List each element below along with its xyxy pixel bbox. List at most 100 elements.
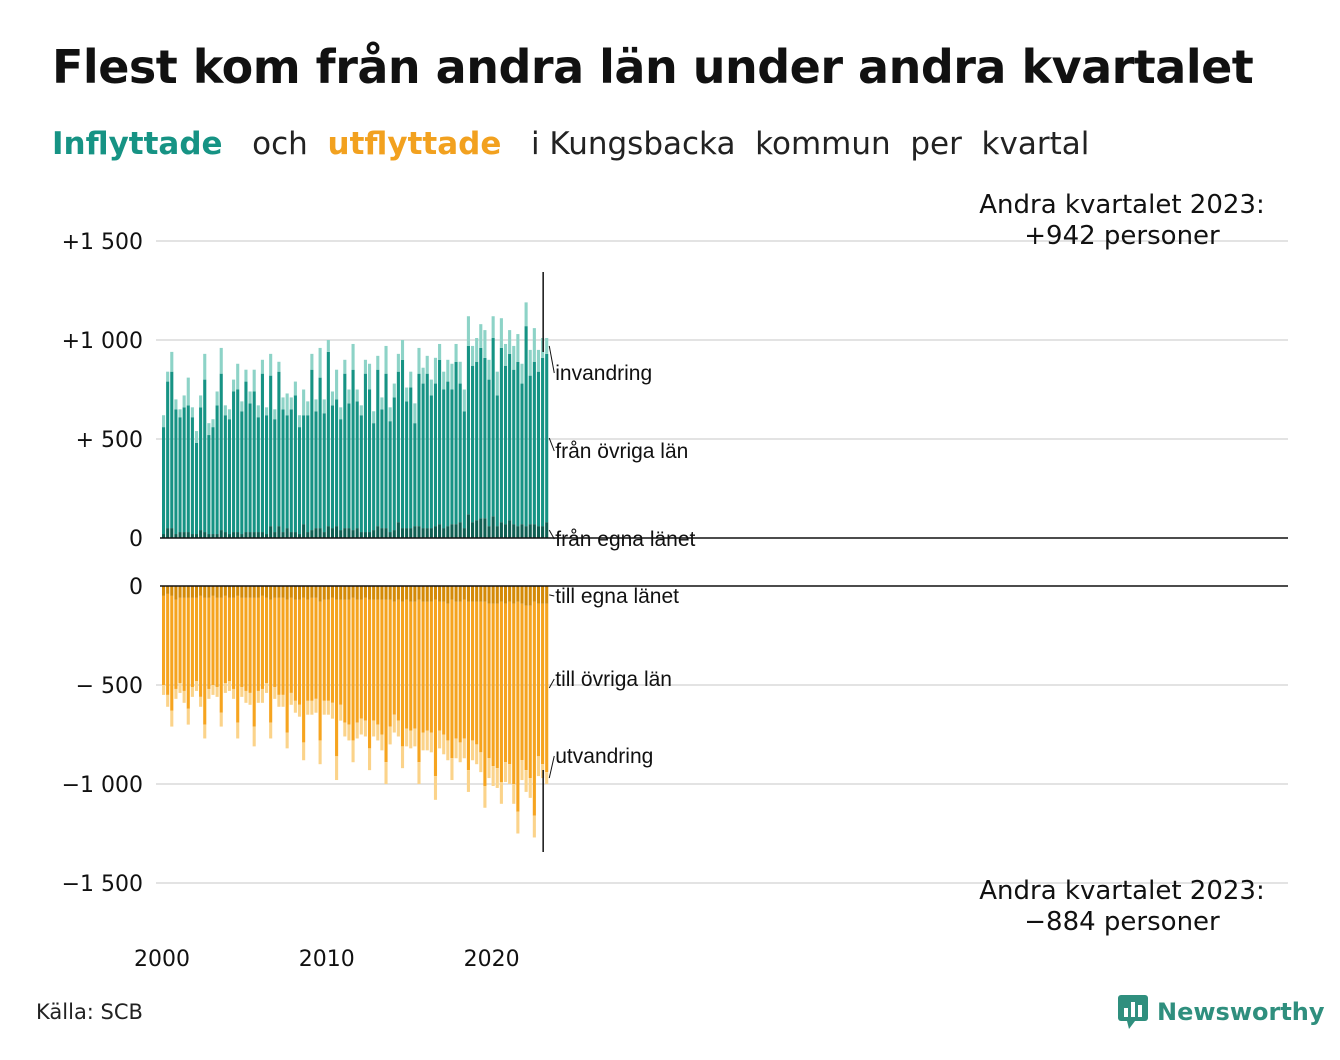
bar-out-utvandring xyxy=(471,740,475,761)
bar-out-ovriga xyxy=(322,599,326,701)
bar-in-egna xyxy=(297,534,302,538)
bar-out-egna xyxy=(240,586,244,598)
bar-in-ovriga xyxy=(302,415,306,525)
bar-in-ovriga xyxy=(392,397,396,531)
bar-in-egna xyxy=(223,532,227,538)
bar-in-ovriga xyxy=(545,353,549,523)
bar-out-ovriga xyxy=(335,599,339,757)
bar-in-egna xyxy=(384,528,388,538)
bar-in-egna xyxy=(248,532,252,538)
bar-in-egna xyxy=(466,514,470,538)
bar-out-egna xyxy=(178,586,182,598)
bar-out-egna xyxy=(219,586,223,598)
bar-in-invandring xyxy=(359,405,363,416)
bar-in-invandring xyxy=(495,371,499,396)
bar-in-ovriga xyxy=(343,373,347,529)
bar-out-egna xyxy=(368,586,372,600)
bar-in-ovriga xyxy=(186,405,190,533)
bar-out-ovriga xyxy=(487,603,491,759)
bar-out-egna xyxy=(285,586,289,600)
bar-out-utvandring xyxy=(359,718,363,735)
bar-in-invandring xyxy=(479,324,483,348)
bar-in-egna xyxy=(479,518,483,538)
bar-in-invandring xyxy=(532,328,536,362)
bar-out-utvandring xyxy=(318,740,322,765)
bar-out-utvandring xyxy=(405,728,409,747)
bar-in-ovriga xyxy=(215,405,219,535)
bar-in-invandring xyxy=(458,361,462,384)
bar-out-egna xyxy=(532,586,536,602)
bar-out-utvandring xyxy=(293,700,297,713)
bar-out-ovriga xyxy=(466,601,470,771)
bar-out-egna xyxy=(380,586,384,600)
bar-in-egna xyxy=(495,526,499,538)
bar-out-egna xyxy=(256,586,260,598)
bar-out-utvandring xyxy=(512,784,516,804)
bar-out-ovriga xyxy=(512,603,516,784)
bar-in-egna xyxy=(302,524,306,538)
bar-in-egna xyxy=(524,526,528,538)
bar-in-egna xyxy=(240,534,244,538)
bar-out-ovriga xyxy=(413,601,417,729)
bar-out-egna xyxy=(289,586,293,598)
bar-in-egna xyxy=(396,522,400,538)
bar-out-utvandring xyxy=(207,688,211,699)
bar-in-ovriga xyxy=(203,379,207,533)
bar-out-utvandring xyxy=(508,764,512,784)
bar-in-invandring xyxy=(380,397,384,410)
bar-in-ovriga xyxy=(524,326,528,527)
bar-out-utvandring xyxy=(256,690,260,703)
bar-in-invandring xyxy=(326,340,330,352)
bar-in-egna xyxy=(162,534,166,538)
bar-in-invandring xyxy=(516,334,520,362)
bar-in-egna xyxy=(260,532,264,538)
bar-in-invandring xyxy=(215,391,219,406)
bar-out-utvandring xyxy=(170,710,174,727)
bar-in-ovriga xyxy=(438,359,442,525)
bar-in-ovriga xyxy=(409,387,413,529)
bar-in-invandring xyxy=(491,316,495,339)
bar-in-invandring xyxy=(376,355,380,370)
bar-in-invandring xyxy=(318,347,322,378)
bar-out-utvandring xyxy=(450,758,454,781)
bar-out-utvandring xyxy=(178,683,182,693)
bar-out-egna xyxy=(363,586,367,598)
bar-in-egna xyxy=(499,522,503,538)
bar-out-ovriga xyxy=(265,597,269,684)
bar-out-utvandring xyxy=(388,726,392,745)
bar-out-egna xyxy=(491,586,495,604)
bar-in-ovriga xyxy=(252,391,256,533)
bar-in-invandring xyxy=(462,389,466,412)
bar-out-utvandring xyxy=(372,720,376,737)
bar-out-utvandring xyxy=(438,730,442,749)
bar-out-egna xyxy=(182,586,186,598)
bar-in-egna xyxy=(318,528,322,538)
bar-out-ovriga xyxy=(368,599,372,749)
series-label-out: till egna länet xyxy=(555,585,679,608)
bar-out-egna xyxy=(297,586,302,600)
bar-out-ovriga xyxy=(454,601,458,739)
bar-in-egna xyxy=(335,526,339,538)
bar-out-ovriga xyxy=(339,599,343,705)
bar-in-ovriga xyxy=(244,381,248,533)
series-label-in: invandring xyxy=(555,362,652,385)
bar-in-ovriga xyxy=(458,383,462,523)
bar-in-invandring xyxy=(190,407,194,418)
bar-out-utvandring xyxy=(392,714,396,733)
bar-in-egna xyxy=(532,524,536,538)
subtitle-rest: i Kungsbacka kommun per kvartal xyxy=(530,126,1090,162)
bar-in-egna xyxy=(438,524,442,538)
bar-in-egna xyxy=(215,534,219,538)
bar-in-invandring xyxy=(471,345,475,366)
bar-in-ovriga xyxy=(240,411,244,535)
bar-in-ovriga xyxy=(487,379,491,527)
bar-in-ovriga xyxy=(232,391,236,533)
bar-out-ovriga xyxy=(516,601,520,812)
annotation-bottom-line1: Andra kvartalet 2023: xyxy=(979,876,1264,906)
bar-in-egna xyxy=(380,528,384,538)
bar-in-egna xyxy=(236,532,240,538)
bar-in-ovriga xyxy=(227,419,232,535)
bar-in-egna xyxy=(207,534,211,538)
bar-out-ovriga xyxy=(351,597,355,741)
bar-out-utvandring xyxy=(417,762,421,784)
